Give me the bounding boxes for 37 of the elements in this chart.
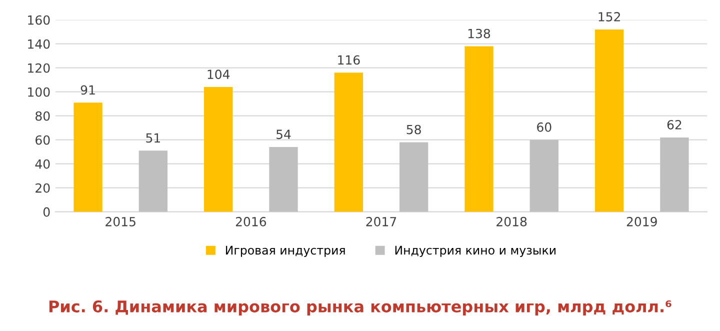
- legend-label: Индустрия кино и музыки: [395, 246, 556, 257]
- bar: [594, 29, 624, 212]
- data-label: 60: [537, 122, 552, 132]
- y-tick-label: 120: [28, 63, 50, 73]
- bar: [660, 137, 689, 212]
- data-label: 51: [146, 133, 160, 143]
- data-label: 54: [276, 130, 291, 140]
- y-tick-label: 40: [35, 159, 50, 169]
- y-tick-label: 100: [28, 87, 50, 97]
- bar: [138, 150, 168, 212]
- data-label: 62: [667, 120, 682, 130]
- y-tick-label: 80: [36, 111, 50, 121]
- y-tick-label: 140: [28, 39, 50, 49]
- data-label: 58: [406, 124, 421, 134]
- legend-label: Игровая индустрия: [226, 246, 345, 257]
- x-tick-label: 2016: [236, 216, 266, 226]
- y-tick-label: 20: [36, 183, 50, 193]
- bar: [399, 142, 428, 212]
- y-tick-label: 60: [36, 135, 50, 145]
- bar: [334, 72, 363, 212]
- bar: [269, 147, 298, 212]
- text: Рис. 6. Динамика мирового рынка компьютерных игр, млрд долл.⁶: [49, 300, 672, 316]
- bar: [74, 102, 102, 212]
- data-label: 138: [468, 28, 490, 38]
- data-label: 91: [80, 85, 95, 95]
- data-label: 152: [598, 12, 620, 22]
- data-label: 104: [208, 70, 230, 80]
- x-tick-label: 2019: [626, 216, 657, 226]
- bar: [530, 140, 558, 212]
- bar: [204, 87, 233, 212]
- x-tick-label: 2018: [496, 216, 527, 226]
- x-tick-label: 2015: [106, 216, 136, 226]
- x-tick-label: 2017: [366, 216, 396, 226]
- y-tick-label: 0: [43, 207, 50, 217]
- bar: [464, 46, 494, 212]
- y-tick-label: 160: [28, 15, 50, 25]
- data-label: 116: [338, 55, 360, 65]
